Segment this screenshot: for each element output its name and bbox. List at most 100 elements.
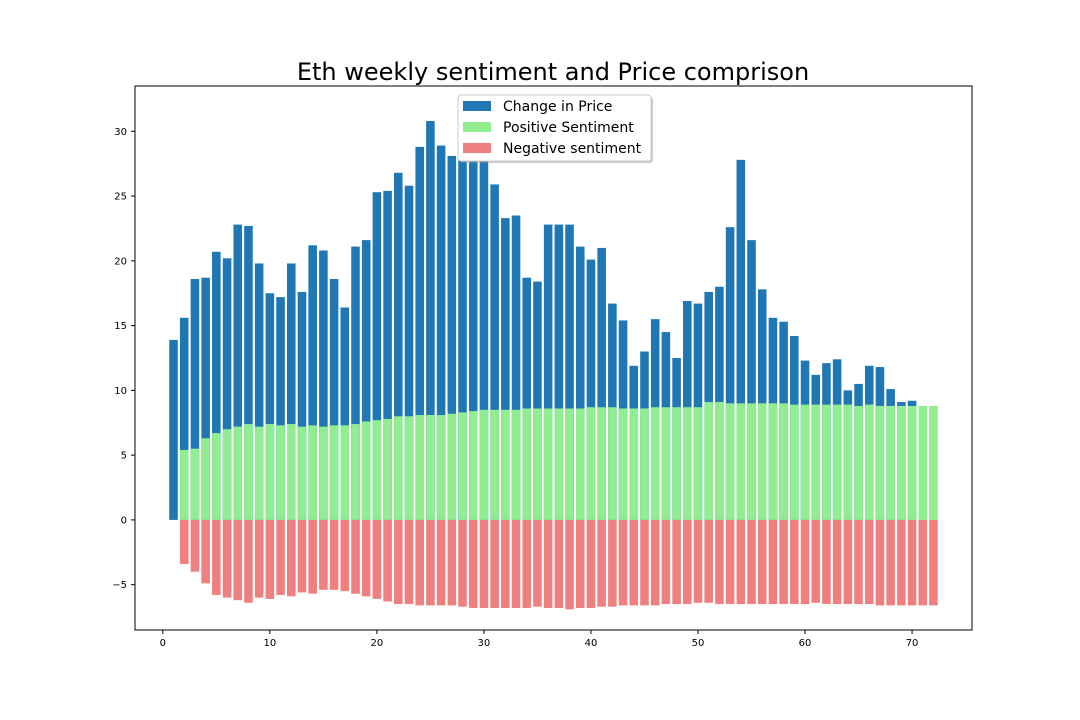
negative-sentiment-bar xyxy=(768,519,778,605)
price-bar xyxy=(533,281,542,520)
positive-sentiment-bar xyxy=(265,424,275,520)
negative-sentiment-bar xyxy=(907,519,917,606)
positive-sentiment-bar xyxy=(319,426,328,520)
negative-sentiment-bar xyxy=(608,519,617,607)
negative-sentiment-bar xyxy=(640,519,649,606)
negative-sentiment-bar xyxy=(661,519,671,605)
positive-sentiment-bar xyxy=(811,404,821,520)
negative-sentiment-bar xyxy=(672,519,681,605)
positive-sentiment-bar xyxy=(907,405,917,520)
x-tick-label: 60 xyxy=(799,638,812,649)
negative-sentiment-bar xyxy=(297,519,307,593)
positive-sentiment-bar xyxy=(715,402,724,520)
positive-sentiment-bar xyxy=(575,408,585,520)
positive-sentiment-bar xyxy=(747,403,756,520)
positive-sentiment-bar xyxy=(779,403,788,520)
negative-sentiment-bar xyxy=(276,519,285,596)
positive-sentiment-bar xyxy=(458,412,467,520)
negative-sentiment-bar xyxy=(618,519,628,606)
positive-sentiment-bar xyxy=(212,433,221,520)
positive-sentiment-bar xyxy=(886,405,895,520)
y-tick-label: 5 xyxy=(121,451,127,462)
positive-sentiment-bar xyxy=(308,425,317,520)
negative-sentiment-bar xyxy=(779,519,788,605)
negative-sentiment-bar xyxy=(586,519,596,608)
price-bar xyxy=(383,190,392,520)
negative-sentiment-bar xyxy=(254,519,264,598)
positive-sentiment-bar xyxy=(650,407,660,520)
negative-sentiment-bar xyxy=(286,519,296,597)
x-tick-label: 0 xyxy=(160,638,166,649)
price-bar xyxy=(736,159,746,520)
positive-sentiment-bar xyxy=(404,416,414,520)
positive-sentiment-bar xyxy=(415,414,424,520)
negative-sentiment-bar xyxy=(747,519,756,605)
x-tick-label: 10 xyxy=(263,638,276,649)
negative-sentiment-bar xyxy=(650,519,660,606)
negative-sentiment-bar xyxy=(757,519,767,605)
negative-sentiment-bar xyxy=(179,519,189,564)
positive-sentiment-bar xyxy=(340,425,350,520)
negative-sentiment-bar xyxy=(864,519,874,605)
price-bar xyxy=(511,215,521,520)
positive-sentiment-bar xyxy=(533,408,542,520)
price-bar xyxy=(586,259,596,520)
positive-sentiment-bar xyxy=(843,404,853,520)
legend-item-negative-swatch xyxy=(463,143,491,153)
negative-sentiment-bar xyxy=(554,519,564,608)
price-bar xyxy=(212,251,221,520)
negative-sentiment-bar xyxy=(361,519,371,597)
chart-title: Eth weekly sentiment and Price comprison xyxy=(297,58,809,86)
negative-sentiment-bar xyxy=(875,519,885,606)
negative-sentiment-bar xyxy=(597,519,606,607)
price-bar xyxy=(233,224,243,520)
positive-sentiment-bar xyxy=(436,414,446,520)
x-tick-label: 30 xyxy=(478,638,491,649)
negative-sentiment-bar xyxy=(886,519,895,606)
positive-sentiment-bar xyxy=(822,404,831,520)
positive-sentiment-bar xyxy=(586,407,596,520)
positive-sentiment-bar xyxy=(875,405,885,520)
price-bar xyxy=(565,224,574,520)
price-bar xyxy=(329,278,339,520)
positive-sentiment-bar xyxy=(854,405,863,520)
positive-sentiment-bar xyxy=(329,425,339,520)
positive-sentiment-bar xyxy=(490,409,499,520)
negative-sentiment-bar xyxy=(458,519,467,607)
price-bar xyxy=(725,227,735,520)
price-bar xyxy=(190,278,200,520)
negative-sentiment-bar xyxy=(319,519,328,590)
positive-sentiment-bar xyxy=(179,449,189,520)
legend-item-positive-swatch xyxy=(463,122,491,132)
y-tick-label: 0 xyxy=(121,515,127,526)
y-tick-label: 20 xyxy=(114,256,127,267)
price-bar xyxy=(372,192,382,520)
negative-sentiment-bar xyxy=(897,519,906,606)
price-bar xyxy=(501,218,510,520)
positive-sentiment-bar xyxy=(233,426,243,520)
price-bar xyxy=(747,240,756,520)
price-bar xyxy=(458,157,467,520)
positive-sentiment-bar xyxy=(254,426,264,520)
negative-sentiment-bar xyxy=(394,519,403,605)
negative-sentiment-bar xyxy=(543,519,553,608)
positive-sentiment-bar xyxy=(372,420,382,520)
positive-sentiment-bar xyxy=(554,408,564,520)
positive-sentiment-bar xyxy=(383,418,392,520)
price-bar xyxy=(479,159,489,520)
price-bar xyxy=(265,293,275,520)
positive-sentiment-bar xyxy=(286,424,296,520)
legend-item-negative-label: Negative sentiment xyxy=(503,141,642,157)
negative-sentiment-bar xyxy=(629,519,639,606)
positive-sentiment-bar xyxy=(704,402,713,520)
positive-sentiment-bar xyxy=(468,411,478,520)
price-bar xyxy=(297,291,307,520)
negative-sentiment-bar xyxy=(340,519,350,592)
plot-frame xyxy=(134,85,973,631)
x-tick-label: 70 xyxy=(906,638,919,649)
positive-sentiment-bar xyxy=(522,408,532,520)
positive-sentiment-bar xyxy=(501,409,510,520)
positive-sentiment-bar xyxy=(897,405,906,520)
negative-sentiment-bar xyxy=(790,519,799,605)
negative-sentiment-bar xyxy=(511,519,521,608)
